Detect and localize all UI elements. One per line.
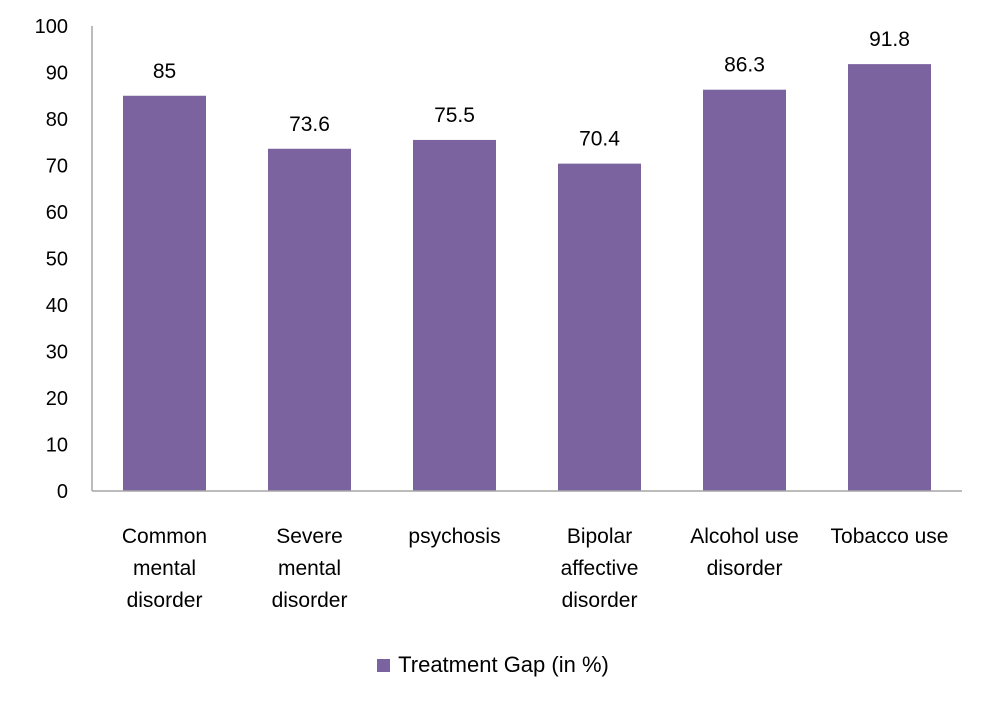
y-tick-label: 60 (46, 202, 68, 224)
bar (123, 95, 206, 491)
x-tick-label: Alcohol use disorder (690, 525, 799, 580)
legend: Treatment Gap (in %) (0, 652, 986, 678)
y-tick-label: 30 (46, 342, 68, 364)
y-tick-label: 40 (46, 295, 68, 317)
data-labels: 85 73.6 75.5 70.4 86.3 91.8 (153, 28, 910, 151)
y-tick-label: 70 (46, 156, 68, 178)
bar (848, 64, 931, 491)
data-label: 91.8 (869, 28, 910, 51)
legend-label: Treatment Gap (in %) (398, 652, 609, 677)
bar (413, 139, 496, 492)
x-tick-label: psychosis (408, 525, 500, 548)
bars (123, 64, 931, 492)
data-label: 70.4 (579, 128, 620, 151)
legend-swatch (377, 658, 391, 672)
bar (558, 163, 641, 491)
data-label: 85 (153, 60, 176, 83)
y-tick-label: 90 (46, 63, 68, 85)
y-tick-label: 10 (46, 435, 68, 457)
y-axis-ticks: 0 10 20 30 40 50 60 70 80 90 100 (35, 16, 68, 503)
y-tick-label: 50 (46, 249, 68, 271)
y-tick-label: 100 (35, 16, 68, 38)
data-label: 86.3 (724, 54, 765, 77)
x-tick-label: Common mental disorder (122, 525, 207, 612)
data-label: 75.5 (434, 104, 475, 127)
x-axis-labels: Common mental disorder Severe mental disorder… (122, 525, 949, 612)
data-label: 73.6 (289, 113, 330, 136)
y-tick-label: 0 (57, 481, 68, 503)
x-tick-label: Tobacco use (831, 525, 949, 548)
x-tick-label: Severe mental disorder (272, 525, 348, 612)
x-tick-label: Bipolar affective disorder (561, 525, 639, 612)
bar (703, 89, 786, 491)
bar (268, 148, 351, 491)
y-tick-label: 80 (46, 109, 68, 131)
y-tick-label: 20 (46, 388, 68, 410)
